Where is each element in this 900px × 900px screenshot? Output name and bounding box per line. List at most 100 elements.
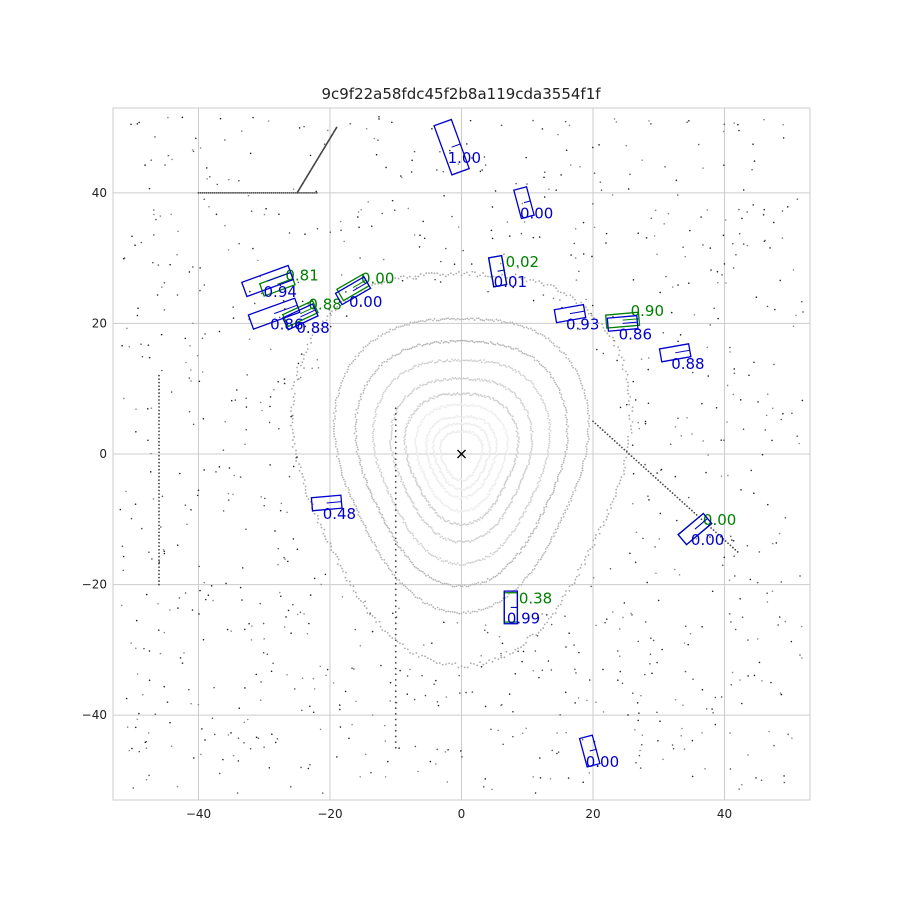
lidar-point xyxy=(441,429,444,431)
lidar-point xyxy=(366,381,369,383)
lidar-point xyxy=(158,552,160,555)
lidar-point xyxy=(490,577,493,580)
lidar-point xyxy=(493,434,496,437)
lidar-point xyxy=(496,498,499,501)
lidar-point xyxy=(456,611,458,614)
pred-box-score: 0.93 xyxy=(566,316,599,334)
lidar-point xyxy=(510,347,513,350)
lidar-point xyxy=(565,356,568,359)
lidar-point xyxy=(519,374,522,377)
lidar-point xyxy=(338,387,341,389)
lidar-point xyxy=(483,394,486,397)
lidar-point xyxy=(390,449,393,452)
lidar-point xyxy=(485,555,487,558)
lidar-point xyxy=(517,650,519,653)
lidar-point xyxy=(475,537,478,540)
lidar-point xyxy=(363,473,366,476)
lidar-point xyxy=(569,294,572,297)
lidar-point xyxy=(130,517,133,520)
lidar-point xyxy=(503,426,506,428)
lidar-point xyxy=(425,446,428,449)
lidar-point xyxy=(405,426,408,429)
lidar-point xyxy=(642,466,645,468)
lidar-point xyxy=(664,485,667,488)
lidar-point xyxy=(501,703,503,706)
lidar-point xyxy=(232,306,234,308)
lidar-point xyxy=(459,360,461,363)
lidar-point xyxy=(394,582,397,585)
lidar-point xyxy=(491,237,494,240)
lidar-point xyxy=(506,407,509,410)
lidar-point xyxy=(360,519,363,522)
lidar-point xyxy=(485,379,488,382)
lidar-point xyxy=(625,403,628,406)
lidar-point xyxy=(478,559,481,561)
lidar-point xyxy=(394,650,397,653)
lidar-point xyxy=(334,399,337,402)
lidar-point xyxy=(406,348,409,351)
lidar-point xyxy=(138,750,141,753)
lidar-point xyxy=(454,340,457,343)
lidar-point xyxy=(131,747,133,750)
lidar-point xyxy=(448,432,451,435)
lidar-point xyxy=(660,468,663,471)
lidar-point xyxy=(738,232,741,235)
lidar-point xyxy=(681,727,683,730)
lidar-point xyxy=(674,426,677,428)
lidar-point xyxy=(402,348,405,351)
lidar-point xyxy=(473,423,475,426)
lidar-point xyxy=(333,422,336,425)
lidar-point xyxy=(421,403,424,406)
lidar-point xyxy=(286,673,288,676)
lidar-point xyxy=(626,446,629,449)
lidar-point xyxy=(534,564,537,567)
lidar-point xyxy=(438,429,441,432)
lidar-point xyxy=(394,678,397,681)
lidar-point xyxy=(346,368,349,371)
lidar-point xyxy=(386,487,389,490)
lidar-point xyxy=(410,171,413,173)
lidar-point xyxy=(526,264,528,267)
lidar-point xyxy=(209,191,212,194)
lidar-point xyxy=(315,190,318,193)
lidar-point xyxy=(354,355,357,358)
lidar-point xyxy=(623,448,626,451)
lidar-point xyxy=(528,504,530,506)
lidar-point xyxy=(545,368,548,371)
lidar-point xyxy=(438,481,441,483)
lidar-point xyxy=(176,294,179,296)
lidar-point xyxy=(138,712,140,715)
lidar-point xyxy=(516,443,519,446)
lidar-point xyxy=(800,625,803,628)
lidar-point xyxy=(261,409,263,412)
lidar-point xyxy=(340,467,342,470)
lidar-point xyxy=(448,506,451,509)
lidar-point xyxy=(135,430,137,433)
lidar-point xyxy=(453,540,456,543)
lidar-point xyxy=(338,392,341,395)
lidar-point xyxy=(466,478,469,481)
lidar-point xyxy=(504,364,507,367)
lidar-point xyxy=(746,544,749,547)
lidar-point xyxy=(404,348,407,351)
lidar-point xyxy=(449,424,452,426)
lidar-point xyxy=(717,281,719,284)
lidar-point xyxy=(431,411,433,414)
lidar-point xyxy=(429,318,432,321)
lidar-point xyxy=(235,191,237,194)
lidar-point xyxy=(530,449,533,452)
lidar-point xyxy=(623,359,625,362)
lidar-point xyxy=(158,555,160,558)
lidar-point xyxy=(472,379,475,382)
lidar-point xyxy=(700,216,702,218)
lidar-point xyxy=(211,717,214,720)
lidar-point xyxy=(420,489,423,491)
lidar-point xyxy=(496,361,499,364)
lidar-point xyxy=(548,542,551,545)
lidar-point xyxy=(503,486,506,489)
lidar-point xyxy=(500,124,503,127)
lidar-point xyxy=(196,494,199,497)
lidar-point xyxy=(588,425,591,428)
lidar-point xyxy=(513,494,516,497)
lidar-point xyxy=(418,462,420,465)
